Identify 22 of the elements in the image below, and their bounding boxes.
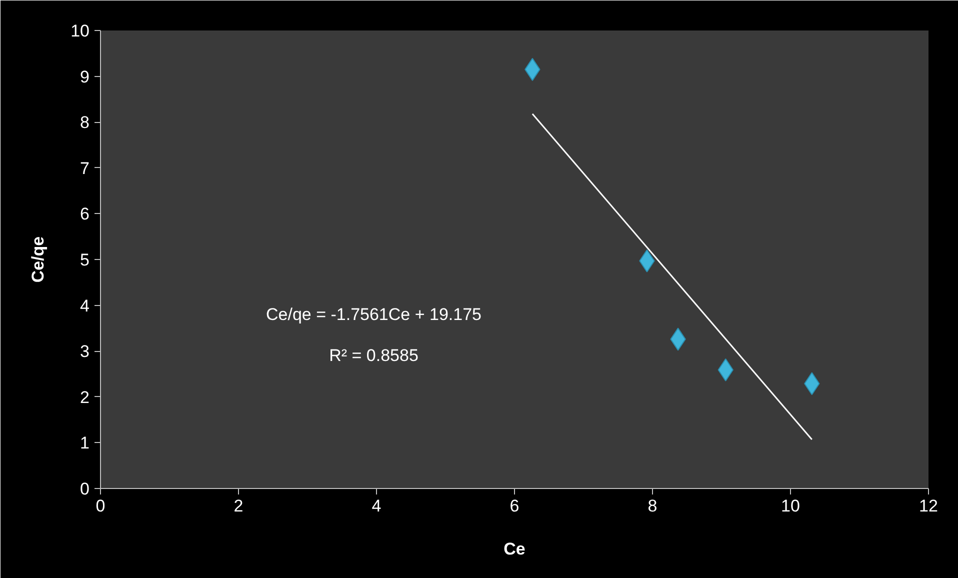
y-tick-label: 9 xyxy=(80,67,90,86)
annotation: R² = 0.8585 xyxy=(329,346,418,366)
x-tick-label: 2 xyxy=(234,496,244,516)
annotation: Ce/qe = -1.7561Ce + 19.175 xyxy=(266,304,482,324)
y-tick-label: 10 xyxy=(70,22,90,40)
y-tick-label: 8 xyxy=(80,113,90,132)
y-tick-label: 5 xyxy=(80,250,90,270)
y-axis-title: Ce/qe xyxy=(28,236,48,283)
y-tick-label: 7 xyxy=(80,158,90,178)
y-tick-label: 2 xyxy=(80,388,90,407)
x-axis-title: Ce xyxy=(504,540,526,558)
y-tick-label: 6 xyxy=(80,204,90,224)
x-tick-label: 12 xyxy=(919,496,938,516)
y-tick-label: 4 xyxy=(80,296,90,316)
x-tick-label: 4 xyxy=(372,496,382,516)
x-tick-label: 0 xyxy=(96,496,106,516)
x-tick-label: 10 xyxy=(781,496,800,516)
x-tick-label: 8 xyxy=(648,496,658,516)
x-tick-label: 6 xyxy=(510,496,520,516)
y-tick-label: 1 xyxy=(80,434,90,453)
y-tick-label: 3 xyxy=(80,342,90,362)
y-tick-label: 0 xyxy=(80,480,90,498)
